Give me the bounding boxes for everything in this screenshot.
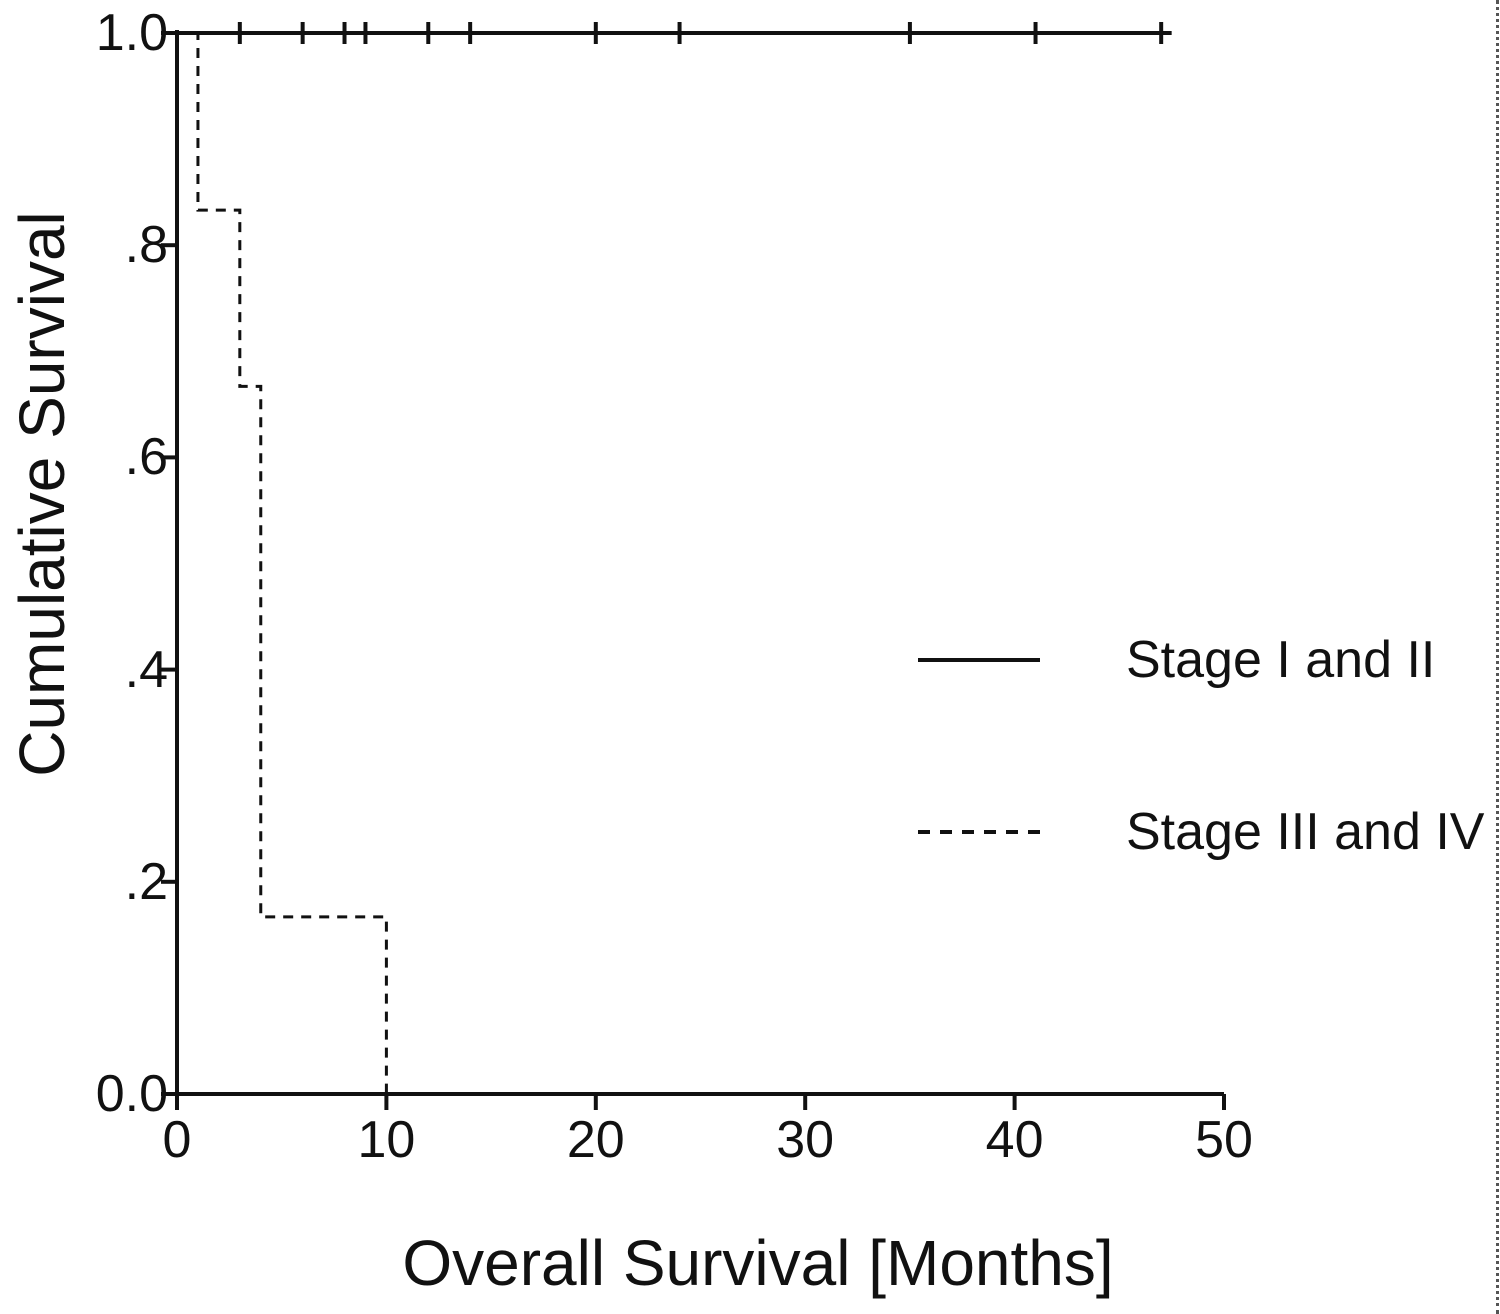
image-edge-dotted-border (1496, 0, 1499, 1314)
dashed-line-swatch (918, 830, 1040, 834)
km-curve-dashed (177, 31, 388, 1094)
x-tick-label: 0 (162, 1111, 192, 1169)
x-tick-label: 50 (1195, 1111, 1253, 1169)
legend-item: Stage III and IV (918, 799, 1484, 865)
y-tick-label: .4 (124, 640, 168, 699)
y-tick-label: 0.0 (95, 1065, 168, 1123)
legend-item: Stage I and II (918, 627, 1435, 693)
legend-item-label: Stage I and II (1126, 631, 1436, 689)
y-tick-label: .6 (124, 428, 168, 487)
legend-item-label: Stage III and IV (1126, 803, 1485, 861)
y-tick-label: .2 (124, 852, 168, 911)
solid-line-swatch (918, 658, 1040, 662)
x-tick-label: 30 (776, 1111, 835, 1169)
x-axis-title: Overall Survival [Months] (402, 1227, 1114, 1299)
x-tick-label: 20 (566, 1111, 625, 1169)
y-tick-label: 1.0 (95, 4, 168, 62)
x-tick-label: 10 (357, 1111, 416, 1169)
x-tick-label: 40 (985, 1111, 1044, 1169)
y-tick-label: .8 (124, 216, 168, 275)
